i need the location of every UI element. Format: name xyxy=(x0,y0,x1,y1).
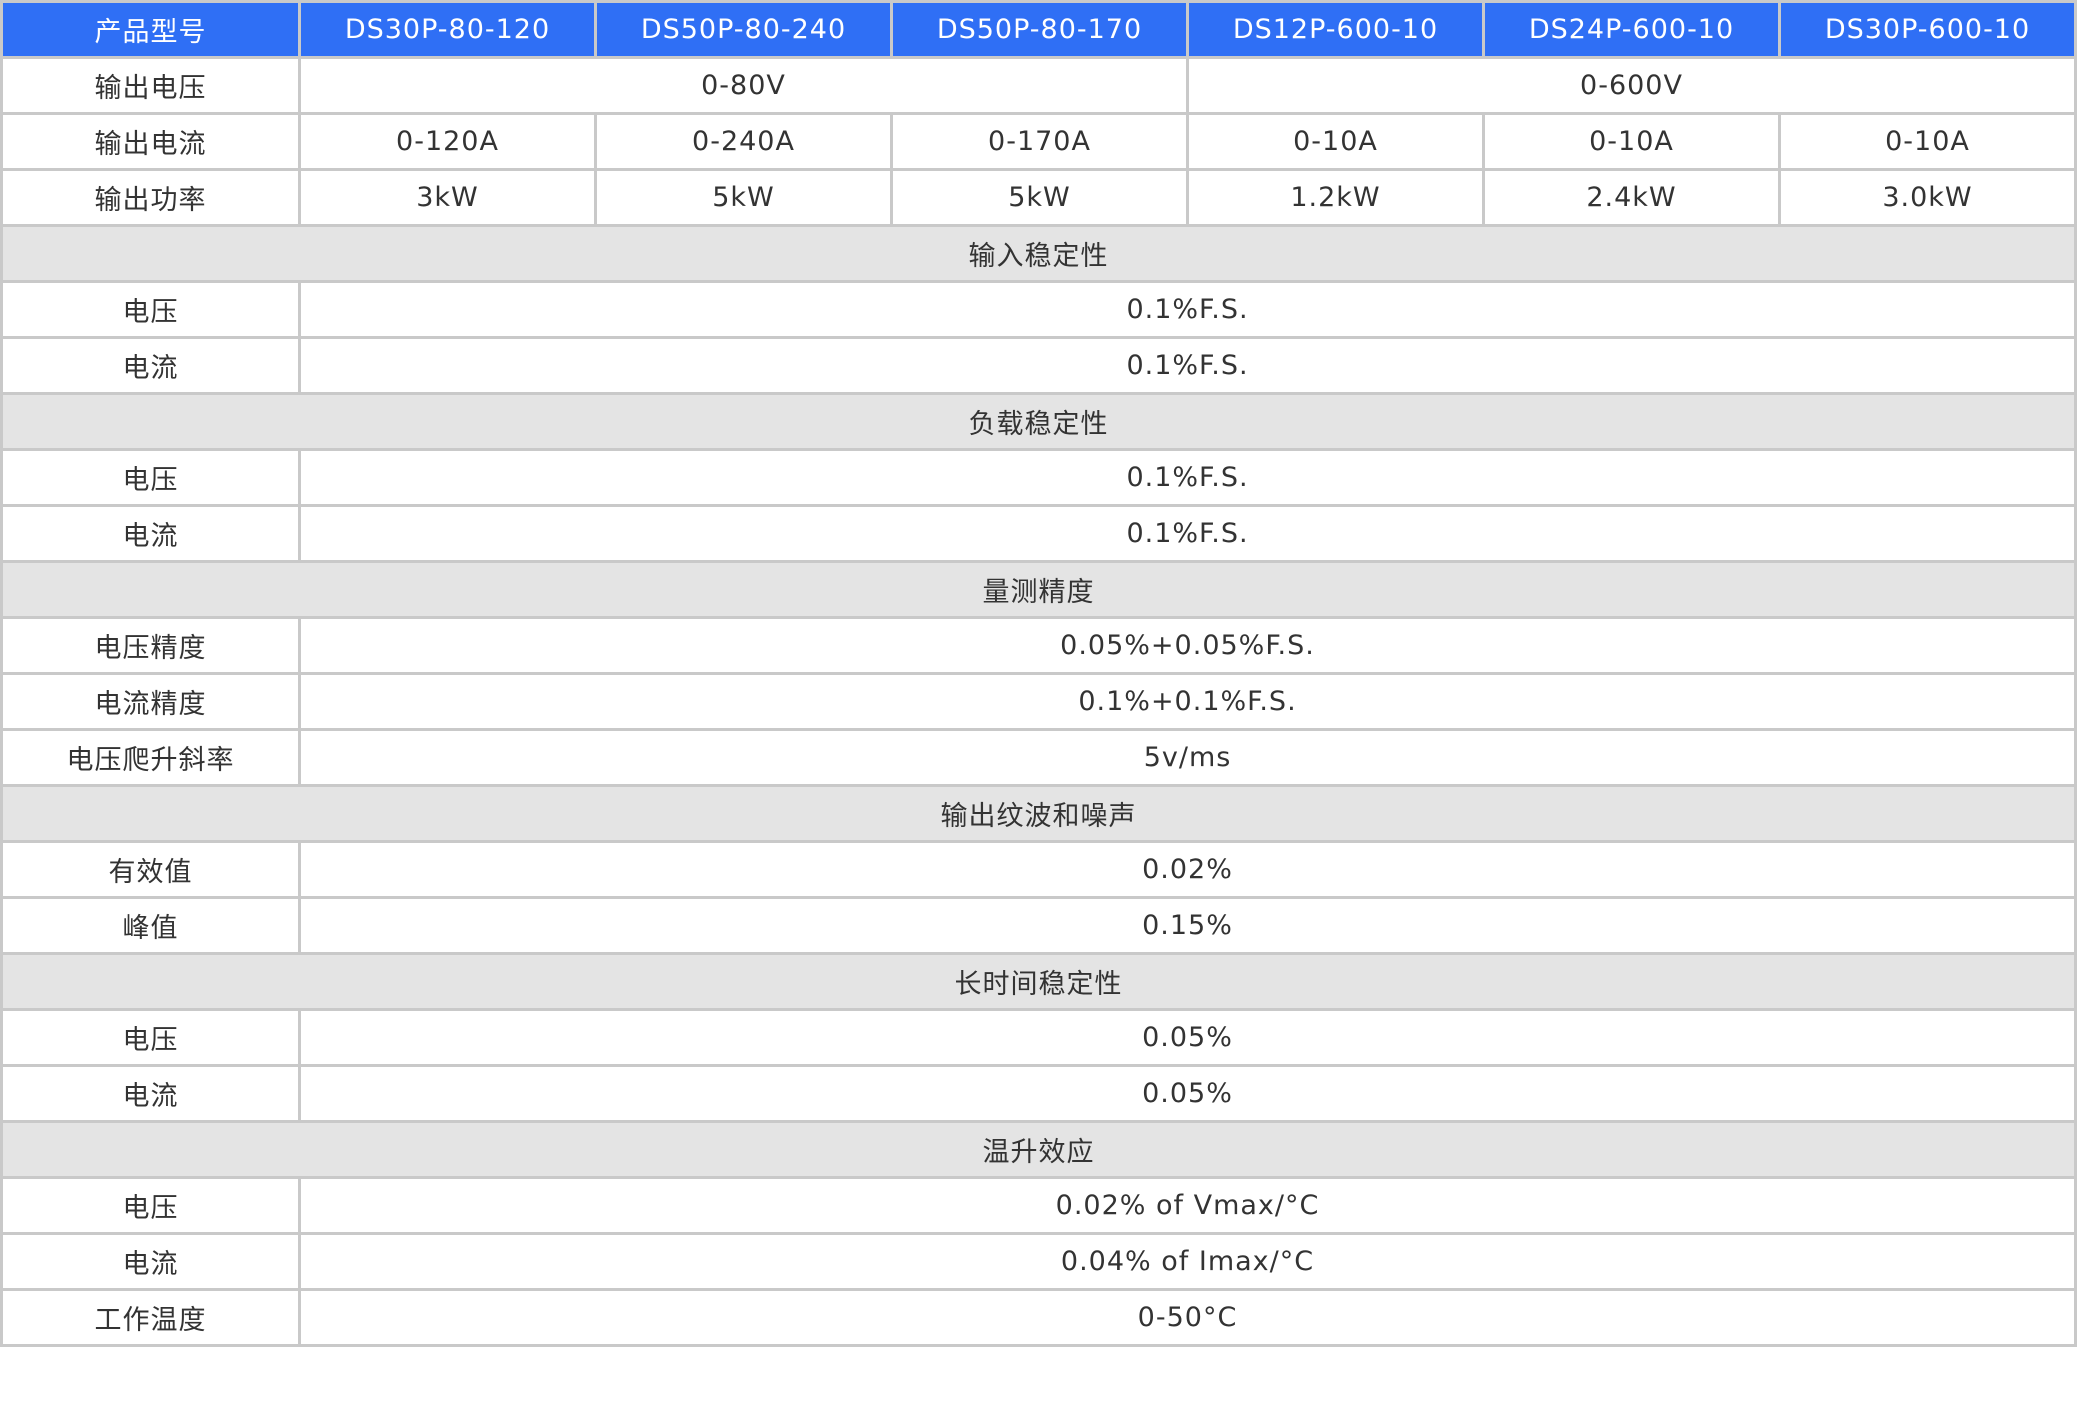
spec-value: 5kW xyxy=(890,168,1189,227)
spec-label: 电压精度 xyxy=(0,616,301,675)
spec-value: 0-10A xyxy=(1778,112,2077,171)
spec-label: 输出电压 xyxy=(0,56,301,115)
spec-value: 0-10A xyxy=(1186,112,1485,171)
spec-value: 0-600V xyxy=(1186,56,2077,115)
spec-value: 3kW xyxy=(298,168,597,227)
section-title: 长时间稳定性 xyxy=(0,952,2077,1011)
section-row: 负载稳定性 xyxy=(0,392,2077,451)
spec-value: 0.15% xyxy=(298,896,2077,955)
spec-label: 电压爬升斜率 xyxy=(0,728,301,787)
spec-label: 电流 xyxy=(0,1064,301,1123)
spec-row: 电压爬升斜率 5v/ms xyxy=(0,728,2077,787)
model-header-cell: DS30P-600-10 xyxy=(1778,0,2077,59)
section-title: 输出纹波和噪声 xyxy=(0,784,2077,843)
header-label-cell: 产品型号 xyxy=(0,0,301,59)
model-header-cell: DS50P-80-170 xyxy=(890,0,1189,59)
spec-label: 输出功率 xyxy=(0,168,301,227)
spec-label: 电流 xyxy=(0,1232,301,1291)
section-row: 输出纹波和噪声 xyxy=(0,784,2077,843)
spec-row: 工作温度 0-50°C xyxy=(0,1288,2077,1347)
spec-value: 0.1%F.S. xyxy=(298,280,2077,339)
spec-label: 电流 xyxy=(0,336,301,395)
section-row: 温升效应 xyxy=(0,1120,2077,1179)
spec-value: 1.2kW xyxy=(1186,168,1485,227)
spec-row: 电压精度 0.05%+0.05%F.S. xyxy=(0,616,2077,675)
spec-value: 5kW xyxy=(594,168,893,227)
spec-row: 电压 0.05% xyxy=(0,1008,2077,1067)
section-title: 负载稳定性 xyxy=(0,392,2077,451)
spec-value: 0.04% of Imax/°C xyxy=(298,1232,2077,1291)
spec-row: 输出功率 3kW 5kW 5kW 1.2kW 2.4kW 3.0kW xyxy=(0,168,2077,227)
spec-value: 0.05% xyxy=(298,1064,2077,1123)
spec-row: 电压 0.1%F.S. xyxy=(0,448,2077,507)
spec-value: 0.1%F.S. xyxy=(298,448,2077,507)
spec-label: 电流 xyxy=(0,504,301,563)
spec-table: 产品型号 DS30P-80-120 DS50P-80-240 DS50P-80-170… xyxy=(0,0,2077,1347)
spec-value: 5v/ms xyxy=(298,728,2077,787)
spec-label: 有效值 xyxy=(0,840,301,899)
section-title: 温升效应 xyxy=(0,1120,2077,1179)
spec-value: 0-50°C xyxy=(298,1288,2077,1347)
spec-value: 0-170A xyxy=(890,112,1189,171)
spec-value: 0-240A xyxy=(594,112,893,171)
spec-label: 工作温度 xyxy=(0,1288,301,1347)
spec-value: 0.1%F.S. xyxy=(298,504,2077,563)
spec-value: 0-10A xyxy=(1482,112,1781,171)
spec-label: 电压 xyxy=(0,1176,301,1235)
model-header-cell: DS30P-80-120 xyxy=(298,0,597,59)
spec-label: 电压 xyxy=(0,448,301,507)
spec-label: 电压 xyxy=(0,1008,301,1067)
model-header-cell: DS50P-80-240 xyxy=(594,0,893,59)
spec-label: 电压 xyxy=(0,280,301,339)
spec-value: 0-120A xyxy=(298,112,597,171)
spec-value: 0.02% of Vmax/°C xyxy=(298,1176,2077,1235)
spec-row: 电流精度 0.1%+0.1%F.S. xyxy=(0,672,2077,731)
spec-row: 有效值 0.02% xyxy=(0,840,2077,899)
spec-value: 2.4kW xyxy=(1482,168,1781,227)
spec-value: 0.05%+0.05%F.S. xyxy=(298,616,2077,675)
header-row: 产品型号 DS30P-80-120 DS50P-80-240 DS50P-80-170… xyxy=(0,0,2077,59)
model-header-cell: DS12P-600-10 xyxy=(1186,0,1485,59)
spec-value: 0.1%+0.1%F.S. xyxy=(298,672,2077,731)
spec-row: 电压 0.1%F.S. xyxy=(0,280,2077,339)
spec-row: 电流 0.1%F.S. xyxy=(0,504,2077,563)
spec-row: 峰值 0.15% xyxy=(0,896,2077,955)
spec-value: 0-80V xyxy=(298,56,1189,115)
spec-label: 电流精度 xyxy=(0,672,301,731)
model-header-cell: DS24P-600-10 xyxy=(1482,0,1781,59)
spec-value: 0.05% xyxy=(298,1008,2077,1067)
spec-row: 输出电流 0-120A 0-240A 0-170A 0-10A 0-10A 0-10A xyxy=(0,112,2077,171)
spec-row: 电流 0.1%F.S. xyxy=(0,336,2077,395)
spec-row: 电流 0.04% of Imax/°C xyxy=(0,1232,2077,1291)
section-row: 长时间稳定性 xyxy=(0,952,2077,1011)
spec-row: 电流 0.05% xyxy=(0,1064,2077,1123)
spec-value: 3.0kW xyxy=(1778,168,2077,227)
section-row: 输入稳定性 xyxy=(0,224,2077,283)
section-title: 量测精度 xyxy=(0,560,2077,619)
spec-value: 0.02% xyxy=(298,840,2077,899)
spec-label: 输出电流 xyxy=(0,112,301,171)
section-row: 量测精度 xyxy=(0,560,2077,619)
section-title: 输入稳定性 xyxy=(0,224,2077,283)
spec-value: 0.1%F.S. xyxy=(298,336,2077,395)
spec-row: 输出电压 0-80V 0-600V xyxy=(0,56,2077,115)
spec-row: 电压 0.02% of Vmax/°C xyxy=(0,1176,2077,1235)
spec-label: 峰值 xyxy=(0,896,301,955)
spec-table-body: 产品型号 DS30P-80-120 DS50P-80-240 DS50P-80-170… xyxy=(0,0,2077,1347)
